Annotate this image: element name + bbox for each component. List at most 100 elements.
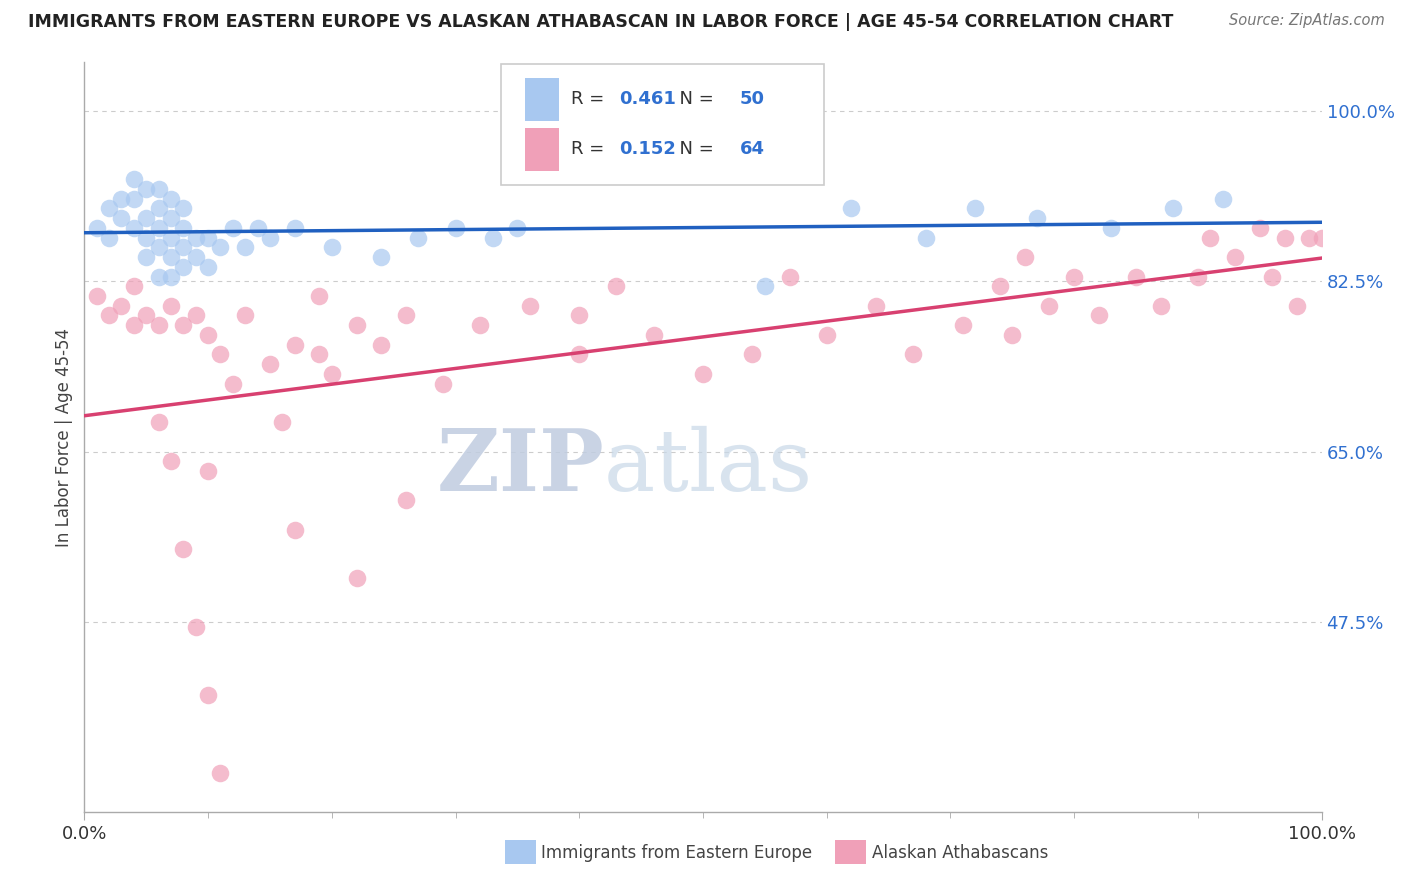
Point (110, 211, 132, 226)
Point (865, 299, 887, 313)
Point (148, 240, 170, 254)
Point (197, 260, 219, 274)
Point (172, 260, 194, 274)
Point (98, 202, 121, 216)
Point (222, 220, 245, 235)
Point (815, 327, 838, 342)
Point (395, 309, 418, 323)
Point (197, 327, 219, 342)
Point (346, 571, 368, 585)
Point (988, 279, 1011, 293)
Point (605, 279, 627, 293)
Point (481, 230, 503, 244)
Point (470, 318, 492, 333)
Point (135, 211, 157, 226)
Point (246, 220, 269, 235)
Text: R =: R = (571, 90, 610, 108)
Point (148, 182, 170, 196)
Point (370, 250, 392, 264)
Point (1223, 250, 1246, 264)
Point (160, 211, 183, 226)
Point (444, 220, 467, 235)
Point (284, 523, 307, 537)
Point (122, 192, 145, 206)
Point (148, 416, 170, 430)
Text: IMMIGRANTS FROM EASTERN EUROPE VS ALASKAN ATHABASCAN IN LABOR FORCE | AGE 45-54 : IMMIGRANTS FROM EASTERN EUROPE VS ALASKA… (28, 13, 1174, 31)
Point (209, 765, 232, 780)
Point (1026, 211, 1049, 226)
Point (1038, 299, 1060, 313)
Point (135, 309, 157, 323)
Point (903, 347, 925, 361)
Point (197, 230, 219, 244)
Point (1212, 192, 1234, 206)
Point (110, 299, 132, 313)
Point (172, 202, 194, 216)
Point (308, 289, 330, 303)
Point (197, 688, 219, 702)
Point (172, 541, 194, 556)
Point (184, 230, 207, 244)
Point (160, 299, 183, 313)
Text: 0.152: 0.152 (619, 140, 676, 158)
Point (148, 269, 170, 284)
Point (160, 250, 183, 264)
Point (692, 367, 714, 381)
Point (98, 309, 121, 323)
Point (1249, 220, 1271, 235)
Text: Alaskan Athabascans: Alaskan Athabascans (872, 844, 1047, 862)
Point (1063, 269, 1085, 284)
Point (1310, 230, 1333, 244)
Point (233, 309, 256, 323)
Point (271, 416, 294, 430)
Point (519, 299, 541, 313)
Point (222, 376, 245, 391)
Point (135, 250, 157, 264)
Point (779, 269, 801, 284)
Point (184, 309, 207, 323)
Point (122, 318, 145, 333)
Point (408, 230, 430, 244)
Point (160, 269, 183, 284)
Point (1274, 230, 1296, 244)
Point (148, 318, 170, 333)
FancyBboxPatch shape (524, 128, 560, 170)
Point (233, 240, 256, 254)
Text: atlas: atlas (605, 425, 813, 508)
Point (122, 220, 145, 235)
Point (172, 220, 194, 235)
Point (914, 230, 936, 244)
Point (1261, 269, 1284, 284)
Point (1088, 309, 1111, 323)
Text: 0.461: 0.461 (619, 90, 676, 108)
Text: 50: 50 (740, 90, 765, 108)
Point (160, 192, 183, 206)
Point (184, 620, 207, 634)
Point (172, 240, 194, 254)
Point (432, 376, 454, 391)
Point (86, 220, 108, 235)
Text: ZIP: ZIP (436, 425, 605, 509)
Point (209, 347, 232, 361)
Point (1150, 299, 1173, 313)
Point (841, 202, 863, 216)
Point (370, 337, 392, 351)
Point (1187, 269, 1209, 284)
Point (1099, 220, 1122, 235)
Point (160, 454, 183, 468)
Point (308, 347, 330, 361)
Point (135, 230, 157, 244)
Point (197, 464, 219, 478)
Point (259, 357, 281, 371)
Point (184, 250, 207, 264)
Point (346, 318, 368, 333)
Point (395, 493, 418, 508)
Point (643, 327, 665, 342)
Point (98, 230, 121, 244)
Point (135, 182, 157, 196)
Point (1125, 269, 1147, 284)
Point (148, 202, 170, 216)
Point (741, 347, 763, 361)
Point (284, 220, 307, 235)
Text: Immigrants from Eastern Europe: Immigrants from Eastern Europe (541, 844, 813, 862)
